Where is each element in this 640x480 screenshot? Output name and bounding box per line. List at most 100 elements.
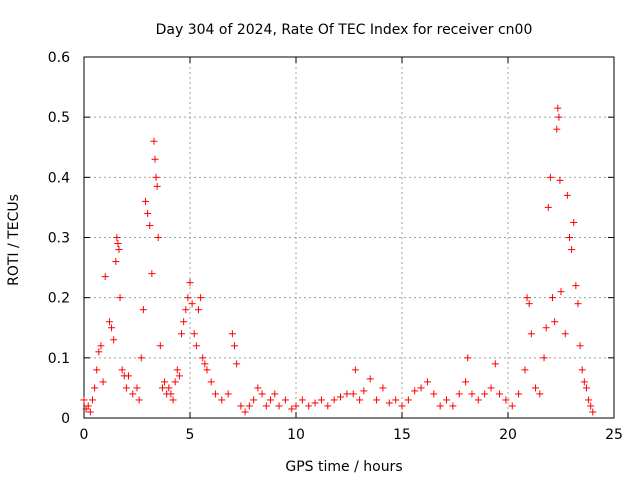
data-point [298, 396, 306, 404]
axis-ticks: 0 5 10 15 20 25 0 0.1 0.2 0.3 0.4 0.5 0.6 [48, 50, 623, 443]
data-point [356, 396, 364, 404]
data-point [366, 375, 374, 383]
data-point [211, 390, 219, 398]
data-point [129, 390, 137, 398]
data-point [481, 390, 489, 398]
y-tick-label: 0 [61, 411, 70, 427]
data-point [161, 378, 169, 386]
data-point [233, 360, 241, 368]
data-point [197, 294, 205, 302]
data-point [502, 396, 510, 404]
data-point [190, 330, 198, 338]
x-axis-title: GPS time / hours [285, 459, 402, 475]
data-point [250, 396, 258, 404]
data-point [561, 330, 569, 338]
data-point [135, 396, 143, 404]
data-point [563, 191, 571, 199]
data-point [118, 366, 126, 374]
x-tick-label: 15 [393, 427, 411, 443]
data-point [241, 408, 249, 416]
data-point [565, 234, 573, 241]
data-point [292, 402, 300, 410]
data-point [373, 396, 381, 404]
data-point [237, 402, 245, 410]
x-tick-label: 10 [287, 427, 305, 443]
data-point [508, 402, 516, 410]
data-point [568, 246, 576, 254]
data-point [152, 173, 160, 181]
data-point [570, 218, 578, 226]
data-point [201, 360, 209, 368]
data-point [95, 348, 103, 356]
data-point [114, 240, 122, 248]
data-point [515, 390, 523, 398]
data-point [139, 306, 147, 314]
data-point [165, 384, 173, 392]
data-point [487, 384, 495, 392]
data-point [122, 384, 130, 392]
data-point [153, 182, 161, 190]
data-point [349, 390, 357, 398]
data-point [254, 384, 262, 392]
data-point [167, 390, 175, 398]
data-point [148, 270, 156, 278]
data-point [379, 384, 387, 392]
data-point [192, 342, 200, 350]
y-axis-title: ROTI / TECUs [6, 194, 22, 286]
data-point [436, 402, 444, 410]
data-point [540, 354, 548, 362]
data-point [555, 113, 563, 121]
data-point [392, 396, 400, 404]
data-point [99, 378, 107, 386]
grid-lines [84, 57, 614, 418]
data-point [188, 300, 196, 308]
data-point [258, 390, 266, 398]
data-point [228, 330, 236, 338]
data-point [576, 342, 584, 350]
chart-title: Day 304 of 2024, Rate Of TEC Index for r… [156, 22, 533, 38]
data-point [532, 384, 540, 392]
data-point [245, 402, 253, 410]
data-point [141, 197, 149, 205]
data-point [156, 342, 164, 350]
data-point [288, 405, 296, 413]
data-point [404, 396, 412, 404]
data-point [585, 396, 593, 404]
data-point [224, 390, 232, 398]
y-tick-label: 0.4 [48, 170, 70, 186]
data-point [116, 294, 124, 302]
data-point [101, 273, 109, 281]
data-point [411, 387, 419, 395]
data-point [88, 396, 96, 404]
y-tick-label: 0.3 [48, 231, 70, 247]
data-point [496, 390, 504, 398]
y-tick-label: 0.5 [48, 110, 70, 126]
data-point [169, 396, 177, 404]
data-point [557, 288, 565, 296]
data-point [587, 402, 595, 410]
x-tick-label: 20 [499, 427, 517, 443]
data-point [182, 306, 190, 314]
data-point [150, 137, 158, 145]
data-point [430, 390, 438, 398]
data-point [115, 246, 123, 254]
data-point [275, 402, 283, 410]
data-point [133, 384, 141, 392]
data-point [423, 378, 431, 386]
data-point [203, 366, 211, 374]
data-point [468, 390, 476, 398]
data-point [385, 399, 393, 407]
data-point [360, 387, 368, 395]
data-point [546, 173, 554, 181]
data-point [91, 384, 99, 392]
data-point [553, 125, 561, 133]
y-tick-label: 0.1 [48, 351, 70, 367]
data-point [281, 396, 289, 404]
data-point [178, 330, 186, 338]
data-point [173, 366, 181, 374]
data-point [556, 176, 564, 184]
x-tick-label: 0 [80, 427, 89, 443]
data-point [580, 378, 588, 386]
data-point [574, 300, 582, 308]
